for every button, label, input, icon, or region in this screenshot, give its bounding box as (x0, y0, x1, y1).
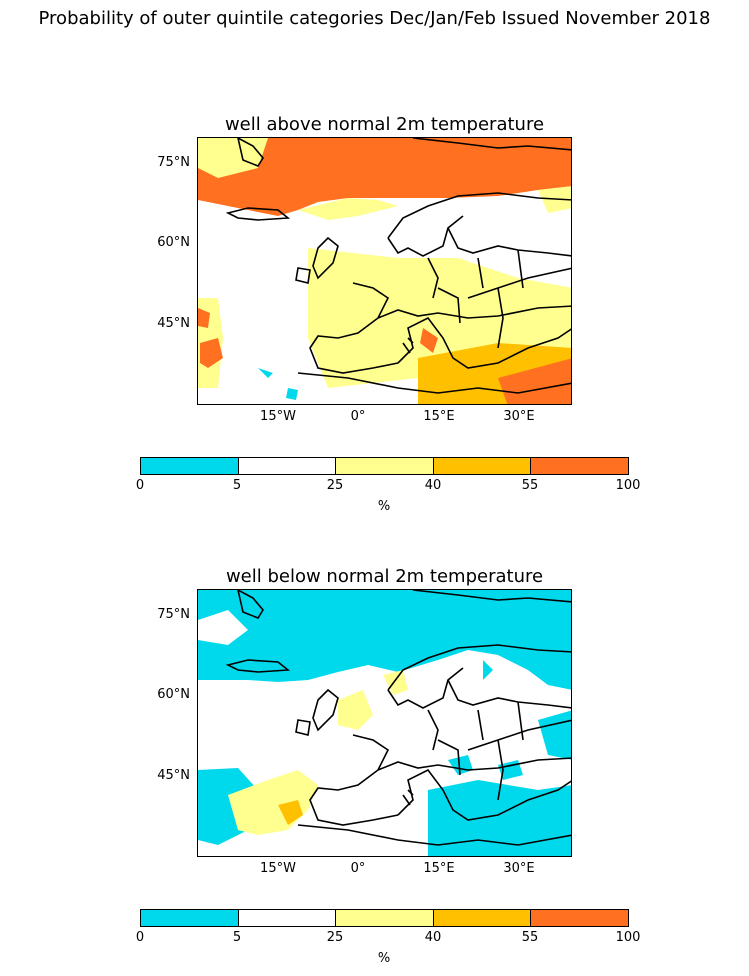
colorbar-tick: 55 (521, 478, 539, 493)
colorbar-segment (433, 910, 532, 926)
colorbar-segment (141, 458, 239, 474)
colorbar-below (140, 909, 629, 927)
colorbar-tick: 5 (232, 930, 242, 945)
lat-tick: 45°N (157, 316, 190, 331)
colorbar-tick: 100 (615, 478, 641, 493)
colorbar-tick: 25 (326, 478, 344, 493)
colorbar-segment (238, 458, 337, 474)
colorbar-tick: 55 (521, 930, 539, 945)
lon-tick: 15°E (423, 861, 455, 876)
panel-title-below: well below normal 2m temperature (225, 566, 544, 587)
lat-tick: 75°N (157, 607, 190, 622)
colorbar-unit: % (377, 951, 391, 966)
colorbar-above (140, 457, 629, 475)
map-below (197, 589, 572, 857)
panel-title-above: well above normal 2m temperature (224, 114, 545, 135)
colorbar-segment (336, 458, 434, 474)
colorbar-tick: 40 (424, 930, 442, 945)
colorbar-tick: 5 (232, 478, 242, 493)
colorbar-tick: 0 (135, 930, 145, 945)
figure-title: Probability of outer quintile categories… (38, 8, 711, 29)
lat-tick: 60°N (157, 235, 190, 250)
lon-tick: 15°W (260, 409, 296, 424)
colorbar-segment (336, 910, 434, 926)
lat-tick: 75°N (157, 155, 190, 170)
colorbar-segment (238, 910, 337, 926)
colorbar-tick: 40 (424, 478, 442, 493)
colorbar-tick: 25 (326, 930, 344, 945)
map-above (197, 137, 572, 405)
lon-tick: 0° (350, 861, 366, 876)
lon-tick: 15°E (423, 409, 455, 424)
lat-tick: 60°N (157, 687, 190, 702)
lon-tick: 30°E (503, 409, 535, 424)
colorbar-tick: 0 (135, 478, 145, 493)
colorbar-unit: % (377, 499, 391, 514)
colorbar-tick: 100 (615, 930, 641, 945)
colorbar-segment (531, 910, 628, 926)
lon-tick: 0° (350, 409, 366, 424)
map-above-canvas (198, 138, 571, 404)
lon-tick: 30°E (503, 861, 535, 876)
colorbar-segment (531, 458, 628, 474)
lon-tick: 15°W (260, 861, 296, 876)
colorbar-segment (433, 458, 532, 474)
colorbar-segment (141, 910, 239, 926)
map-below-canvas (198, 590, 571, 856)
lat-tick: 45°N (157, 768, 190, 783)
